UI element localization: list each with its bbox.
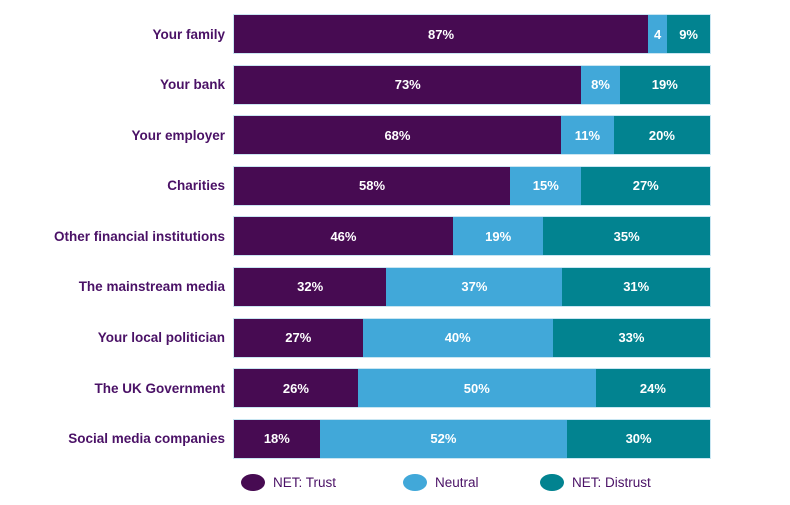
category-label: Your family [152,26,225,42]
bar-row: Your family 87% 4 9% [0,14,790,54]
bar-value-label: 20% [648,127,675,143]
bar-value-label: 73% [394,77,421,93]
bar-value-label: 9% [679,26,698,42]
bar-segment-neutral: 15% [510,166,582,205]
bar-segment-net-distrust: 31% [562,267,710,306]
bar-value-label: 40% [444,330,471,346]
bar-segment-net-trust: 32% [234,267,387,306]
bar-segment-net-distrust: 24% [595,369,710,408]
bar-value-label: 11% [574,127,601,143]
category-label: The UK Government [94,380,225,396]
category-label: Your local politician [97,330,225,346]
bar-value-label: 58% [359,178,386,194]
legend-label: Neutral [435,474,479,490]
bar-segment-net-trust: 26% [234,369,358,408]
legend-swatch-icon [403,473,427,491]
bar-value-label: 35% [613,228,640,244]
bar-segment-net-trust: 46% [234,217,453,256]
bar-value-label: 27% [632,178,659,194]
bar-segment-net-distrust: 35% [543,217,710,256]
bar-segment-net-distrust: 33% [552,318,710,357]
legend-swatch-icon [241,473,265,491]
bar-segment-net-trust: 68% [234,116,561,155]
bar-value-label: 26% [282,380,309,396]
bar-value-label: 33% [618,330,645,346]
bar-segment-neutral: 40% [362,318,553,357]
bar-segment-net-distrust: 19% [619,65,710,104]
stacked-bar: 73% 8% 19% [233,64,711,105]
bar-chart: Your family 87% 4 9% Your bank 73% 8% 19% Your e… [0,14,790,469]
bar-value-label: 52% [430,431,457,447]
bar-value-label: 18% [263,431,290,447]
legend-label: NET: Distrust [572,474,651,490]
bar-row: Social media companies 18% 52% 30% [0,418,790,459]
bar-segment-net-distrust: 9% [667,15,711,53]
bar-value-label: 30% [625,431,652,447]
category-label: Charities [167,178,225,194]
legend-item-neutral: Neutral [403,468,479,496]
legend-label: NET: Trust [273,474,337,490]
stacked-bar: 32% 37% 31% [233,266,711,307]
stacked-bar: 26% 50% 24% [233,368,711,409]
bar-segment-net-trust: 27% [234,318,363,357]
bar-value-label: 8% [591,77,610,93]
category-label: Your employer [131,127,225,143]
bar-row: The mainstream media 32% 37% 31% [0,266,790,307]
bar-row: Your employer 68% 11% 20% [0,115,790,156]
bar-segment-net-trust: 73% [234,65,582,104]
stacked-bar: 87% 4 9% [233,14,711,54]
stacked-bar: 68% 11% 20% [233,115,711,156]
bar-value-label: 46% [330,228,357,244]
bar-segment-neutral: 52% [319,419,568,458]
bar-segment-net-trust: 58% [234,166,511,205]
bar-value-label: 50% [463,380,490,396]
bar-value-label: 31% [623,279,650,295]
bar-segment-net-distrust: 27% [581,166,710,205]
bar-segment-net-distrust: 20% [613,116,710,155]
bar-row: The UK Government 26% 50% 24% [0,368,790,409]
bar-row: Charities 58% 15% 27% [0,165,790,206]
category-label: Other financial institutions [53,228,225,244]
category-label: Social media companies [68,431,225,447]
legend-swatch-icon [540,473,564,491]
bar-segment-net-trust: 87% [234,15,649,53]
bar-value-label: 68% [384,127,411,143]
bar-value-label: 15% [532,178,559,194]
stacked-bar: 46% 19% 35% [233,216,711,257]
bar-value-label: 19% [651,77,678,93]
category-label: Your bank [159,77,225,93]
bar-value-label: 27% [285,330,312,346]
stacked-bar: 18% 52% 30% [233,418,711,459]
legend-item-net-trust: NET: Trust [241,468,336,496]
bar-value-label: 32% [297,279,324,295]
bar-segment-net-distrust: 30% [567,419,710,458]
bar-value-label: 87% [428,26,455,42]
bar-segment-neutral: 4 [648,15,668,53]
stacked-bar: 58% 15% 27% [233,165,711,206]
bar-row: Your bank 73% 8% 19% [0,64,790,105]
stacked-bar: 27% 40% 33% [233,317,711,358]
bar-segment-neutral: 50% [357,369,596,408]
bar-row: Your local politician 27% 40% 33% [0,317,790,358]
bar-row: Other financial institutions 46% 19% 35% [0,216,790,257]
category-label: The mainstream media [78,279,225,295]
bar-value-label: 19% [485,228,512,244]
bar-value-label: 24% [639,380,666,396]
bar-segment-neutral: 37% [386,267,563,306]
bar-segment-neutral: 8% [581,65,620,104]
chart-legend: NET: Trust Neutral NET: Distrust [233,468,711,496]
bar-segment-neutral: 19% [452,217,544,256]
bar-segment-net-trust: 18% [234,419,320,458]
bar-value-label: 4 [654,26,662,42]
legend-item-net-distrust: NET: Distrust [540,468,651,496]
bar-segment-neutral: 11% [560,116,614,155]
bar-value-label: 37% [461,279,488,295]
